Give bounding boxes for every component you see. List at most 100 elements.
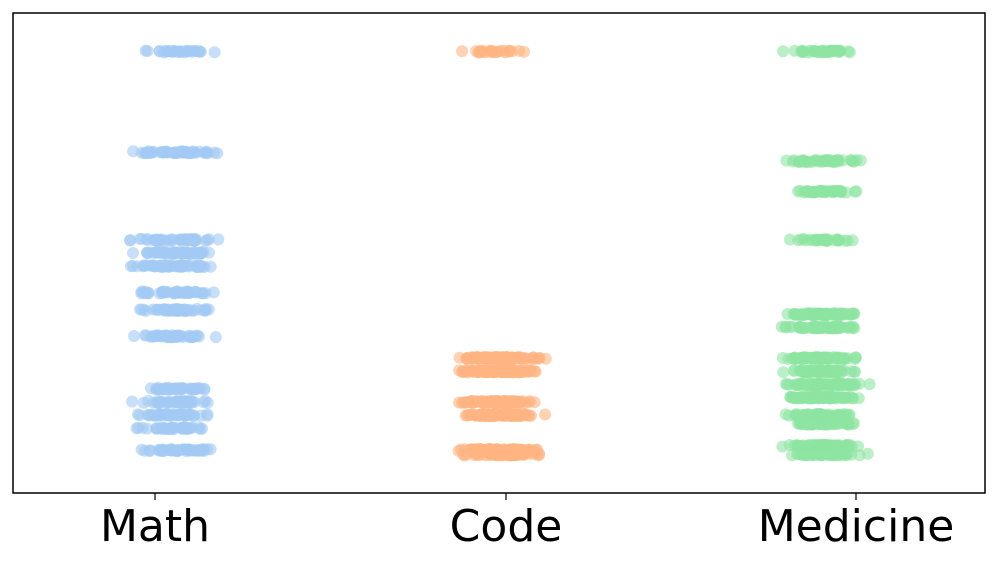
point-code-1-131 — [527, 351, 539, 364]
point-medicine-13-36 — [798, 449, 811, 462]
point-math-6-55 — [139, 304, 152, 317]
point-medicine-11-39 — [819, 418, 831, 431]
point-code-6-59 — [495, 449, 508, 462]
point-math-11-33 — [136, 421, 149, 434]
point-math-8-26 — [198, 383, 211, 396]
point-medicine-8-89 — [853, 377, 866, 390]
point-medicine-3-29 — [831, 233, 844, 246]
point-math-2-34 — [152, 234, 165, 247]
x-tick-label-medicine: Medicine — [758, 501, 955, 552]
point-medicine-11-38 — [841, 418, 853, 430]
point-math-12-23 — [143, 445, 156, 457]
point-code-1-147 — [500, 351, 513, 364]
point-math-4-54 — [160, 259, 173, 272]
point-medicine-7-87 — [848, 365, 861, 378]
point-medicine-11-35 — [794, 416, 807, 429]
point-medicine-13-39 — [827, 449, 840, 462]
point-code-4-119 — [503, 408, 516, 421]
point-code-3-107 — [487, 395, 500, 408]
point-math-0-26 — [141, 45, 154, 57]
point-math-1-48 — [157, 145, 170, 158]
point-code-4-101 — [462, 408, 475, 421]
point-math-10-44 — [171, 409, 184, 422]
point-medicine-13-38 — [811, 448, 824, 461]
point-medicine-5-71 — [844, 321, 857, 334]
point-math-3-53 — [127, 247, 139, 259]
point-code-2-149 — [479, 364, 492, 377]
point-math-1-45 — [198, 146, 211, 159]
point-code-0-19 — [456, 45, 469, 58]
point-medicine-3-23 — [806, 234, 819, 247]
point-medicine-6-74 — [805, 351, 818, 364]
point-medicine-2-37 — [833, 185, 845, 197]
point-medicine-0-23 — [777, 45, 790, 58]
point-math-1-49 — [188, 146, 201, 159]
point-medicine-9-89 — [813, 390, 826, 403]
point-math-12-49 — [188, 444, 201, 457]
point-medicine-9-88 — [826, 392, 839, 404]
point-code-1-148 — [518, 352, 530, 364]
point-code-4-83 — [539, 408, 552, 421]
point-medicine-6-79 — [819, 352, 832, 365]
point-code-4-118 — [481, 409, 494, 422]
point-code-2-147 — [492, 365, 504, 378]
point-medicine-1-41 — [793, 155, 806, 168]
point-code-3-103 — [453, 396, 465, 409]
point-math-5-27 — [207, 286, 220, 299]
point-code-3-106 — [503, 396, 516, 409]
point-math-7-3 — [209, 331, 222, 344]
point-math-10-42 — [154, 408, 167, 421]
point-math-4-50 — [170, 260, 182, 273]
plot-frame — [12, 12, 986, 494]
point-math-11-38 — [165, 422, 178, 435]
point-math-9-41 — [178, 396, 191, 409]
point-math-3-55 — [159, 247, 171, 260]
point-medicine-7-88 — [824, 366, 837, 379]
point-medicine-6-61 — [776, 352, 789, 364]
point-medicine-10-55 — [783, 409, 796, 422]
point-code-0-21 — [503, 44, 516, 57]
point-medicine-1-33 — [845, 154, 858, 167]
point-math-5-33 — [157, 285, 170, 298]
point-medicine-7-78 — [777, 366, 790, 379]
point-math-7-36 — [150, 329, 163, 342]
point-medicine-3-17 — [846, 234, 859, 247]
point-code-2-125 — [458, 365, 471, 378]
point-medicine-1-37 — [811, 154, 824, 167]
point-medicine-8-85 — [832, 377, 845, 390]
x-axis: Math Code Medicine — [100, 493, 954, 552]
point-math-1-42 — [144, 147, 157, 159]
point-math-3-54 — [141, 247, 154, 260]
point-math-5-44 — [141, 286, 154, 299]
point-math-0-25 — [153, 45, 166, 57]
point-medicine-1-44 — [824, 155, 837, 168]
point-medicine-5-76 — [783, 320, 796, 333]
point-medicine-9-70 — [836, 391, 849, 404]
point-medicine-4-75 — [789, 308, 802, 320]
point-math-10-33 — [201, 408, 214, 421]
point-math-6-48 — [199, 303, 212, 315]
point-math-12-48 — [165, 443, 178, 456]
point-math-2-28 — [123, 234, 136, 247]
point-medicine-6-65 — [849, 352, 861, 365]
point-math-11-39 — [177, 422, 190, 435]
point-medicine-8-38 — [863, 378, 876, 391]
point-medicine-0-36 — [817, 45, 830, 58]
point-code-3-109 — [466, 396, 479, 409]
point-math-9-43 — [153, 396, 166, 409]
point-math-2-36 — [199, 234, 212, 247]
point-math-3-59 — [188, 247, 201, 260]
point-math-2-40 — [133, 232, 146, 245]
point-math-9-39 — [188, 396, 201, 408]
point-medicine-4-78 — [832, 308, 845, 321]
point-code-1-149 — [484, 351, 497, 364]
point-math-6-49 — [190, 302, 203, 315]
point-code-2-131 — [516, 366, 529, 379]
point-math-8-38 — [186, 383, 198, 396]
point-medicine-8-87 — [790, 379, 803, 392]
point-math-0-24 — [208, 46, 221, 59]
point-medicine-6-75 — [795, 351, 808, 364]
point-math-2-17 — [212, 233, 225, 246]
point-medicine-1-40 — [854, 154, 867, 167]
